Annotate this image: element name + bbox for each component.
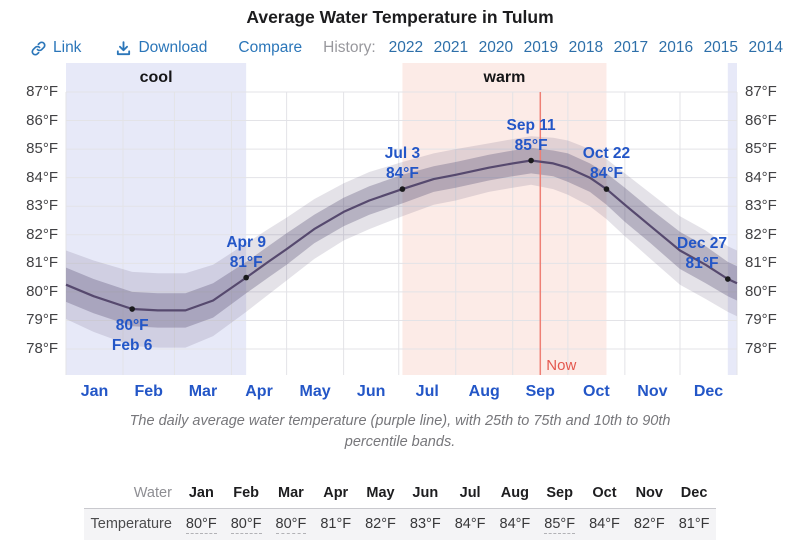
download-icon [117, 40, 131, 55]
toolbar: Link Download Compare History: 2022 2021 2… [30, 36, 790, 60]
table-row-label: Temperature [83, 508, 179, 540]
history-year-2017[interactable]: 2017 [613, 39, 649, 56]
temp-cell-mar: 80°F [268, 508, 314, 540]
temp-minmax-value[interactable]: 80°F [230, 516, 262, 534]
summary-table-wrap: Water Jan Feb Mar Apr May Jun Jul Aug Sep Oct Nov De… [0, 483, 800, 540]
table-col-jan: Jan [178, 483, 224, 509]
percentile-band-25-75 [66, 147, 737, 328]
download-button[interactable]: Download [115, 39, 207, 57]
history-year-2019[interactable]: 2019 [523, 39, 559, 56]
table-col-dec: Dec [671, 483, 717, 509]
temp-cell-jan: 80°F [178, 508, 224, 540]
link-icon [31, 40, 46, 56]
history-years: 2022 2021 2020 2019 2018 2017 2016 2015 2014 [389, 39, 783, 57]
data-point-dec-27 [725, 276, 731, 282]
data-point-feb-6 [129, 306, 135, 312]
period-band-warm [402, 63, 607, 375]
history-label: History: [323, 39, 376, 56]
temp-cell-jul: 84°F [447, 508, 493, 540]
table-col-sep: Sep [537, 483, 583, 509]
data-point-jul-3 [399, 186, 406, 192]
history-year-2018[interactable]: 2018 [568, 39, 604, 56]
data-point-sep-11 [528, 157, 534, 164]
table-col-may: May [358, 483, 403, 509]
data-point-apr-9 [243, 274, 249, 281]
temp-cell-may: 82°F [358, 508, 403, 540]
table-corner-water: Water [83, 483, 179, 509]
period-band-cool [66, 63, 247, 375]
download-label: Download [138, 39, 208, 56]
table-col-oct: Oct [582, 483, 627, 509]
chart-caption: The daily average water temperature (pur… [129, 413, 671, 451]
table-col-nov: Nov [626, 483, 672, 509]
period-band-dec-cool [727, 63, 737, 375]
temp-cell-oct: 84°F [582, 508, 627, 540]
table-col-feb: Feb [223, 483, 269, 509]
temp-cell-apr: 81°F [313, 508, 359, 540]
mean-temperature-line [65, 159, 738, 312]
table-col-jul: Jul [447, 483, 493, 509]
percentile-band-10-90 [66, 136, 737, 348]
history-year-2015[interactable]: 2015 [703, 39, 739, 56]
temp-minmax-value[interactable]: 80°F [275, 516, 307, 534]
history-year-2021[interactable]: 2021 [433, 39, 469, 56]
temp-cell-feb: 80°F [223, 508, 269, 540]
temp-cell-dec: 81°F [671, 508, 717, 540]
temperature-table: Water Jan Feb Mar Apr May Jun Jul Aug Sep Oct Nov De… [83, 483, 717, 540]
table-col-apr: Apr [313, 483, 359, 509]
page-title: Average Water Temperature in Tulum [246, 7, 554, 27]
history-year-2016[interactable]: 2016 [658, 39, 694, 56]
data-point-oct-22 [603, 186, 610, 192]
history-year-2014[interactable]: 2014 [748, 39, 784, 56]
compare-label: Compare [238, 39, 303, 56]
table-col-mar: Mar [268, 483, 314, 509]
history-year-2020[interactable]: 2020 [478, 39, 514, 56]
table-col-aug: Aug [492, 483, 538, 509]
temp-cell-sep: 85°F [537, 508, 583, 540]
table-row: Temperature 80°F 80°F 80°F 81°F 82°F 83°F 84°F 8… [83, 508, 717, 540]
temp-cell-jun: 83°F [402, 508, 448, 540]
compare-button[interactable]: Compare [238, 39, 302, 57]
table-col-jun: Jun [402, 483, 448, 509]
link-label: Link [53, 39, 82, 56]
temp-cell-aug: 84°F [492, 508, 538, 540]
history-year-2022[interactable]: 2022 [388, 39, 424, 56]
temp-cell-nov: 82°F [626, 508, 672, 540]
temp-minmax-value[interactable]: 80°F [185, 516, 217, 534]
link-button[interactable]: Link [30, 39, 81, 57]
temp-minmax-value[interactable]: 85°F [544, 516, 576, 534]
